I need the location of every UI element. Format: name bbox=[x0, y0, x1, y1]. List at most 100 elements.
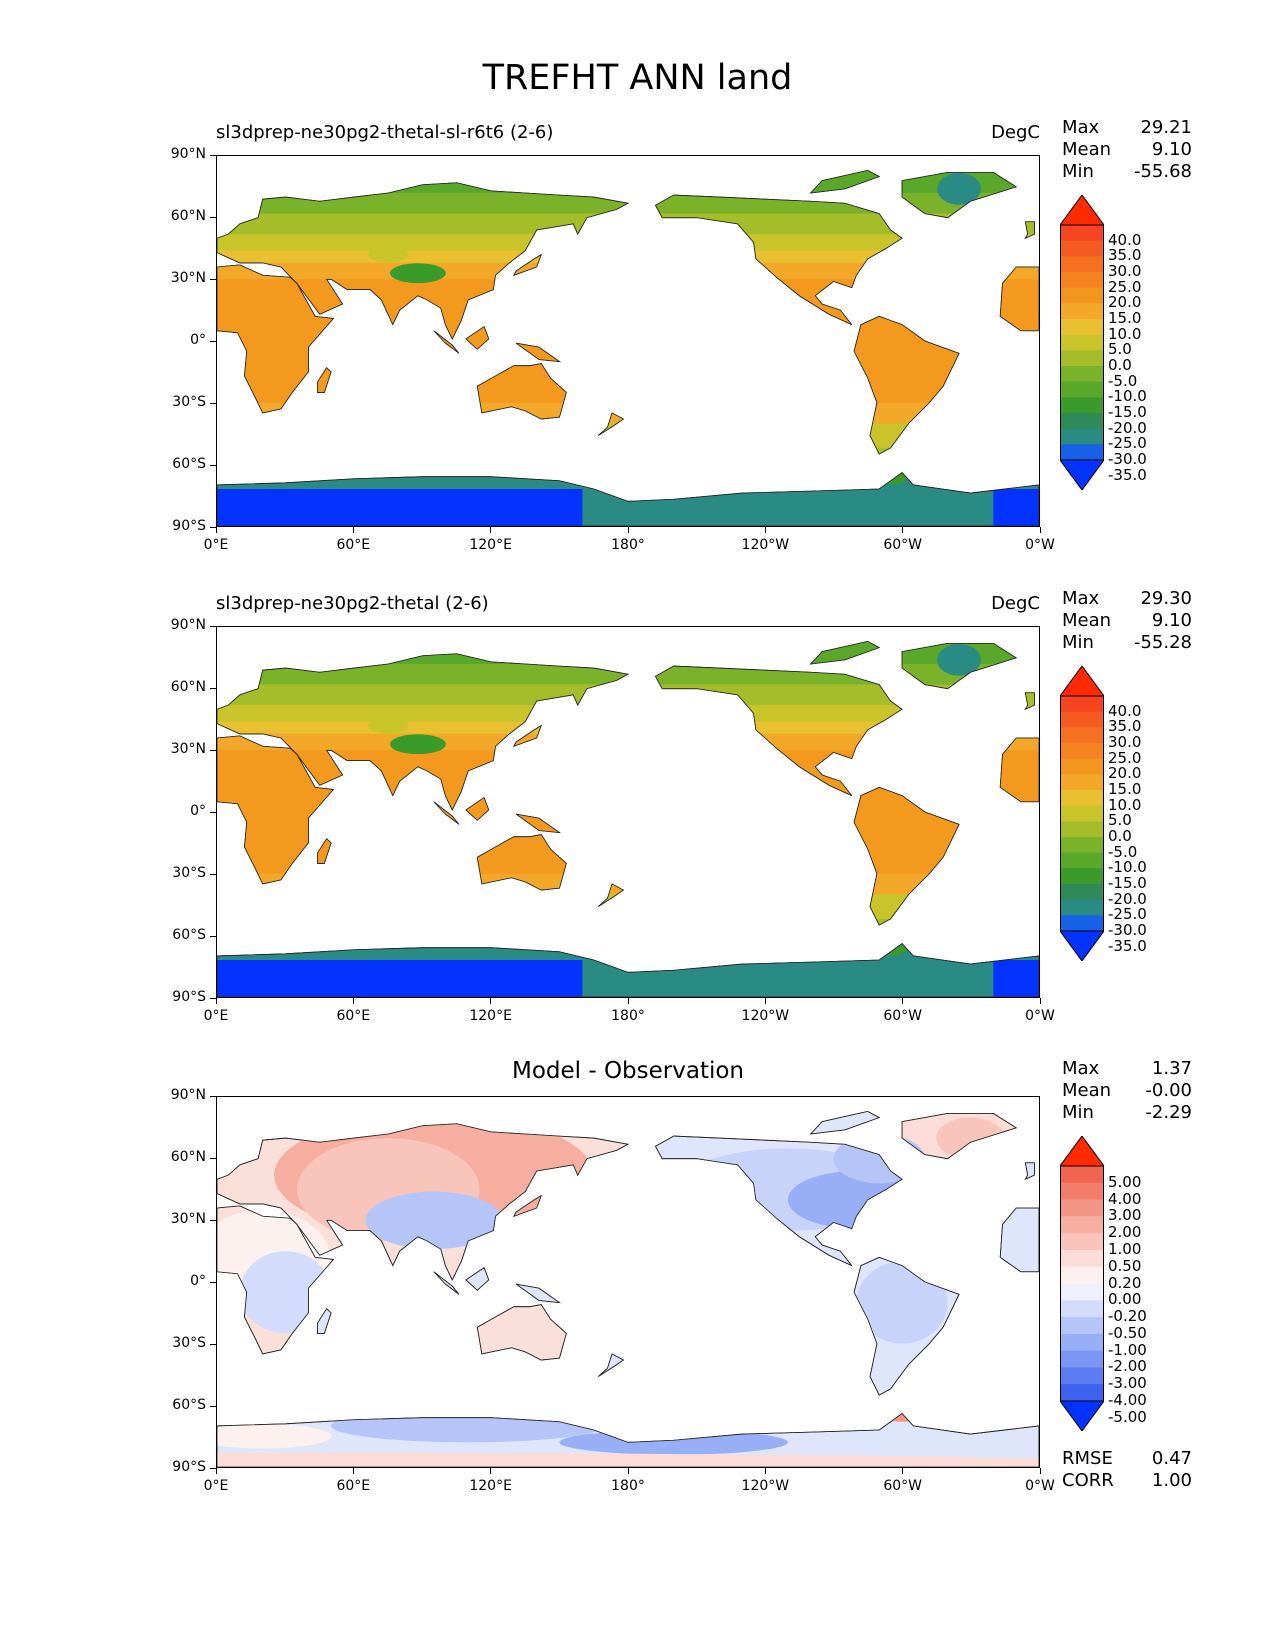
colorbar-tick-label: 5.0 bbox=[1108, 340, 1132, 359]
lat-tick bbox=[210, 1467, 216, 1469]
lat-tick bbox=[210, 1095, 216, 1097]
stat-min-label: Min bbox=[1062, 1102, 1094, 1123]
coastline-newguinea bbox=[515, 813, 561, 834]
lon-label: 0°E bbox=[203, 1008, 229, 1024]
coastline-arctic bbox=[809, 641, 881, 665]
colorbar-svg bbox=[1060, 666, 1104, 961]
coastline-madagascar bbox=[317, 838, 332, 864]
colorbar-tick-label: 2.00 bbox=[1108, 1223, 1142, 1242]
colorbar-tick-label: -15.0 bbox=[1108, 403, 1147, 421]
coastline-greenland bbox=[901, 1113, 1018, 1160]
lat-label: 0° bbox=[190, 1273, 206, 1289]
units-label: DegC bbox=[991, 122, 1040, 143]
coastline-nz bbox=[598, 412, 625, 436]
stat-min: Min -55.68 bbox=[1062, 161, 1192, 183]
stat-min-label: Min bbox=[1062, 632, 1094, 653]
stat-max-value: 29.21 bbox=[1140, 117, 1192, 138]
stats-block: Max 29.21 Mean 9.10 Min -55.68 bbox=[1062, 117, 1192, 183]
lon-label: 0°W bbox=[1025, 1008, 1055, 1024]
colorbar-svg bbox=[1060, 1136, 1104, 1431]
lat-tick bbox=[210, 216, 216, 218]
coastline-namerica bbox=[654, 665, 903, 796]
coastline-antarctica bbox=[217, 1413, 1039, 1467]
lat-label: 90°S bbox=[172, 518, 206, 534]
lat-tick bbox=[210, 1157, 216, 1159]
panel-title: Model - Observation bbox=[511, 1058, 745, 1084]
colorbar-tick-label: 0.50 bbox=[1108, 1256, 1142, 1275]
lon-label: 180° bbox=[611, 1008, 645, 1024]
colorbar-tick-label: 0.0 bbox=[1108, 827, 1132, 845]
lon-tick bbox=[215, 1468, 217, 1474]
panel-title: sl3dprep-ne30pg2-thetal-sl-r6t6 (2-6) bbox=[216, 122, 554, 143]
coastline-arctic bbox=[809, 1111, 881, 1135]
stat-min: Min -2.29 bbox=[1062, 1102, 1192, 1124]
coastline-samerica bbox=[853, 1256, 960, 1396]
coastline-australia bbox=[476, 834, 567, 891]
stats-block: Max 29.30 Mean 9.10 Min -55.28 bbox=[1062, 588, 1192, 654]
coastline-japan bbox=[513, 1194, 542, 1217]
lon-label: 0°W bbox=[1025, 1478, 1055, 1494]
colorbar-tick-label: 1.00 bbox=[1108, 1239, 1142, 1258]
lon-label: 180° bbox=[611, 537, 645, 553]
colorbar-tick-label: -25.0 bbox=[1108, 434, 1147, 453]
stat-mean-value: 9.10 bbox=[1151, 610, 1192, 631]
colorbar-tick-label: 20.0 bbox=[1108, 764, 1142, 783]
lat-tick bbox=[210, 402, 216, 404]
lat-tick bbox=[210, 526, 216, 528]
coastline-japan bbox=[513, 253, 542, 276]
lat-tick bbox=[210, 749, 216, 751]
stat-max-label: Max bbox=[1062, 117, 1100, 138]
lon-label: 120°E bbox=[469, 1008, 512, 1024]
lat-label: 30°S bbox=[172, 1335, 206, 1351]
coastline-africa bbox=[217, 1205, 335, 1355]
map-panel-2: sl3dprep-ne30pg2-thetal (2-6) DegC Max 29.3… bbox=[0, 0, 1275, 1024]
lon-label: 120°E bbox=[469, 1478, 512, 1494]
coastline-newguinea bbox=[515, 342, 561, 363]
lon-tick bbox=[1039, 527, 1041, 533]
coastline-samerica bbox=[853, 315, 960, 455]
colorbar-tick-label: -25.0 bbox=[1108, 905, 1147, 924]
colorbar bbox=[1060, 666, 1104, 961]
lon-tick bbox=[1039, 1468, 1041, 1474]
colorbar-tick-label: -4.00 bbox=[1108, 1391, 1147, 1409]
coastline-sumatra bbox=[433, 1271, 460, 1295]
colorbar-tick-label: 5.00 bbox=[1108, 1172, 1142, 1191]
lat-label: 30°N bbox=[170, 1211, 206, 1227]
coastline-nz bbox=[598, 883, 625, 907]
metric-rmse-value: 0.47 bbox=[1151, 1448, 1192, 1469]
coastline-sumatra bbox=[433, 801, 460, 825]
lon-label: 60°W bbox=[883, 1478, 922, 1494]
coastline-japan bbox=[513, 724, 542, 747]
colorbar-tick-label: -3.00 bbox=[1108, 1374, 1147, 1393]
lon-label: 120°W bbox=[741, 1008, 790, 1024]
colorbar-tick-label: -30.0 bbox=[1108, 921, 1147, 939]
lat-label: 60°S bbox=[172, 1397, 206, 1413]
lat-label: 60°S bbox=[172, 456, 206, 472]
stat-min: Min -55.28 bbox=[1062, 632, 1192, 654]
metric-corr-value: 1.00 bbox=[1151, 1470, 1192, 1491]
map-panel-1: sl3dprep-ne30pg2-thetal-sl-r6t6 (2-6) Deg… bbox=[0, 0, 1275, 553]
colorbar-tick-label: -20.0 bbox=[1108, 889, 1147, 908]
lat-label: 60°N bbox=[170, 208, 206, 224]
stats-block: Max 1.37 Mean -0.00 Min -2.29 bbox=[1062, 1058, 1192, 1124]
lon-label: 60°E bbox=[336, 537, 371, 553]
coastline-westafrica bbox=[999, 1207, 1039, 1273]
figure-title: TREFHT ANN land bbox=[482, 58, 793, 98]
field-overlay bbox=[217, 1113, 1039, 1467]
coastline-africa bbox=[217, 264, 335, 414]
coastline-eurasia bbox=[217, 182, 630, 340]
colorbar-tick-label: 25.0 bbox=[1108, 277, 1142, 296]
colorbar-tick-label: -0.20 bbox=[1108, 1307, 1147, 1326]
colorbar-svg bbox=[1060, 195, 1104, 490]
colorbar bbox=[1060, 1136, 1104, 1431]
coastline-samerica bbox=[853, 786, 960, 926]
lat-label: 90°S bbox=[172, 1459, 206, 1475]
coastline-antarctica bbox=[217, 943, 1039, 997]
lon-tick bbox=[627, 998, 629, 1004]
colorbar-tick-label: 10.0 bbox=[1108, 324, 1142, 343]
coastline-borneo bbox=[465, 1266, 490, 1291]
metric-corr-label: CORR bbox=[1062, 1470, 1114, 1491]
lon-label: 0°W bbox=[1025, 537, 1055, 553]
lon-label: 0°E bbox=[203, 537, 229, 553]
colorbar-tick-label: -0.50 bbox=[1108, 1323, 1147, 1342]
